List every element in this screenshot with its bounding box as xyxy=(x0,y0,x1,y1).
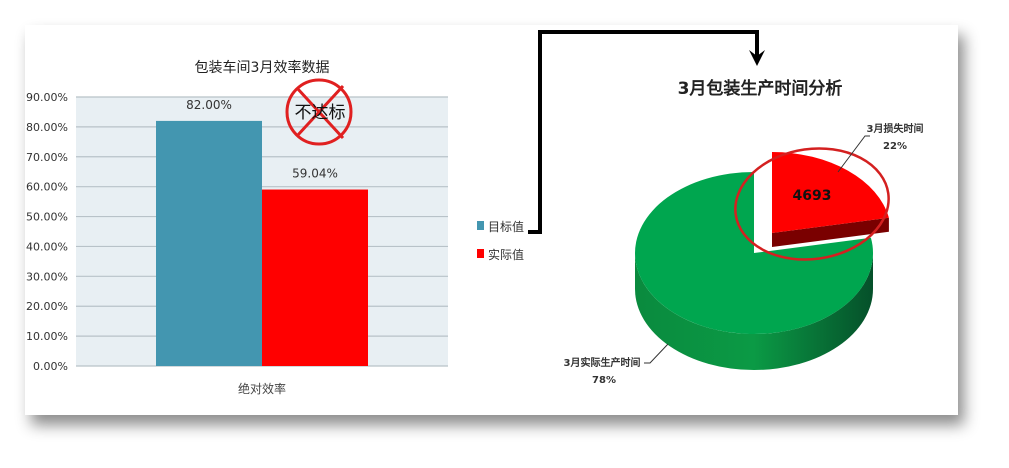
pie-percent-loss: 22% xyxy=(883,141,907,152)
pie-chart-title: 3月包装生产时间分析 xyxy=(678,78,843,99)
y-tick-label: 70.00% xyxy=(26,151,68,164)
highlight-ellipse xyxy=(734,147,890,261)
y-tick-label: 30.00% xyxy=(26,270,68,283)
bar-target xyxy=(156,120,262,367)
legend-label: 目标值 xyxy=(488,219,524,234)
y-tick-label: 10.00% xyxy=(26,330,68,343)
x-category-label: 绝对效率 xyxy=(238,381,286,396)
y-tick-label: 50.00% xyxy=(26,211,68,224)
y-tick-label: 60.00% xyxy=(26,181,68,194)
bar-actual xyxy=(262,189,368,366)
pie-side-loss xyxy=(772,217,889,247)
legend-label: 实际值 xyxy=(488,247,524,262)
data-label: 59.04% xyxy=(292,167,338,181)
y-tick-label: 40.00% xyxy=(26,240,68,253)
pie-label-production: 3月实际生产时间 xyxy=(564,356,641,369)
connector-arrow-line xyxy=(528,30,759,234)
fail-stamp: 不达标 xyxy=(285,78,353,146)
bar-chart-title: 包装车间3月效率数据 xyxy=(195,59,330,76)
legend-swatch xyxy=(477,249,484,258)
y-tick-label: 20.00% xyxy=(26,300,68,313)
y-tick-label: 90.00% xyxy=(26,91,68,104)
pie-label-loss: 3月损失时间 xyxy=(867,122,924,135)
y-tick-label: 0.00% xyxy=(33,360,68,373)
pie-side-production xyxy=(635,253,873,370)
pie-slice-loss[interactable] xyxy=(772,152,889,233)
data-label: 82.00% xyxy=(186,98,232,112)
legend-swatch xyxy=(477,221,484,230)
fail-stamp-text: 不达标 xyxy=(295,103,346,123)
loss-time-callout: 4693 xyxy=(793,188,832,204)
pie-slice-production[interactable] xyxy=(635,172,874,334)
pie-percent-production: 78% xyxy=(592,375,616,386)
y-tick-label: 80.00% xyxy=(26,121,68,134)
arrow-down-icon xyxy=(749,50,765,66)
